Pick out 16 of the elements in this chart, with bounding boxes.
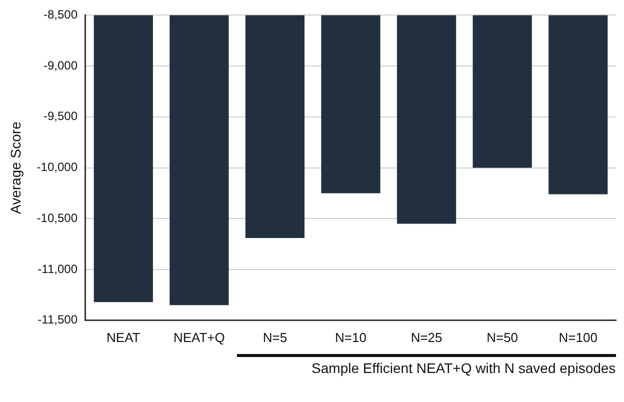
y-tick-label: -8,500 [43,8,78,22]
y-axis-title: Average Score [7,121,24,214]
y-tick-label: -10,000 [36,160,78,174]
y-tick-label: -11,500 [38,312,78,327]
x-tick-label: N=25 [410,330,442,345]
x-tick-label: N=100 [558,330,598,345]
x-tick-label: NEAT+Q [173,330,225,345]
x-tick-label: N=50 [486,330,518,345]
y-tick-label: -11,000 [38,262,78,276]
y-tick-label: -9,000 [43,58,78,72]
text: Sample Efficient NEAT+Q with N saved episodes [312,360,616,376]
x-tick-label: NEAT [106,330,140,345]
x-tick-label: N=10 [335,330,366,345]
y-tick-label: -10,500 [36,210,78,225]
y-tick-label: -9,500 [43,109,78,124]
x-tick-label: N=5 [262,330,288,345]
